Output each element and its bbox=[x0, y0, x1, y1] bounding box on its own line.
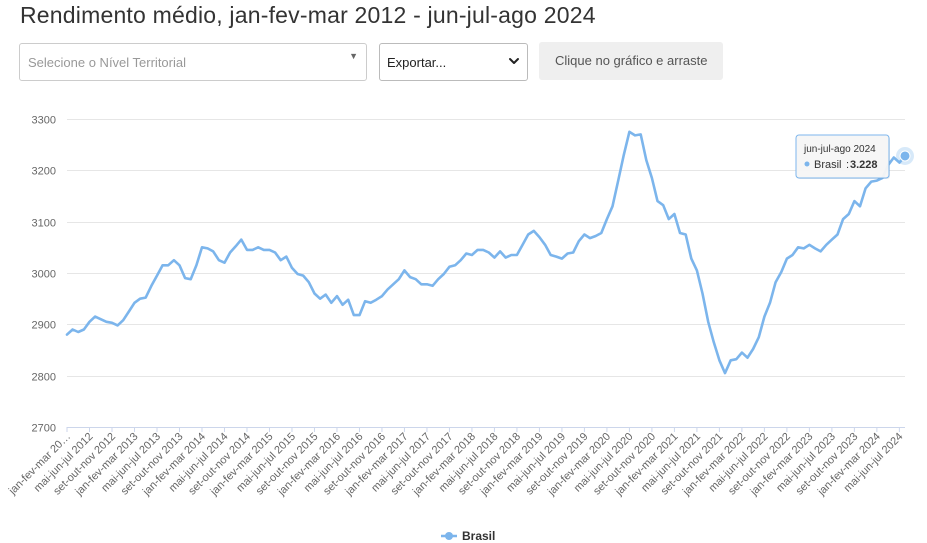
y-tick-label: 2900 bbox=[32, 320, 56, 332]
y-tick-label: 3200 bbox=[32, 166, 56, 178]
legend-item-brasil[interactable]: Brasil bbox=[462, 529, 495, 543]
tooltip-series-dot bbox=[804, 161, 810, 167]
caret-down-icon: ▼ bbox=[349, 51, 358, 61]
y-tick-label: 2700 bbox=[32, 423, 56, 435]
page-title: Rendimento médio, jan-fev-mar 2012 - jun… bbox=[20, 2, 596, 28]
territorial-level-select[interactable]: Selecione o Nível Territorial ▼ bbox=[19, 43, 367, 81]
chevron-down-icon bbox=[509, 58, 519, 64]
y-tick-label: 3100 bbox=[32, 218, 56, 230]
y-tick-label: 3000 bbox=[32, 269, 56, 281]
tooltip-series-name: Brasil bbox=[814, 159, 842, 171]
y-tick-label: 2800 bbox=[32, 372, 56, 384]
y-tick-label: 3300 bbox=[32, 115, 56, 127]
territorial-level-placeholder: Selecione o Nível Territorial bbox=[28, 55, 186, 70]
export-select[interactable]: Exportar... bbox=[379, 43, 528, 81]
tooltip-value: 3.228 bbox=[850, 159, 878, 171]
legend-marker-icon bbox=[445, 532, 453, 540]
drag-zoom-hint: Clique no gráfico e arraste bbox=[539, 42, 723, 80]
tooltip-colon: : bbox=[846, 159, 849, 171]
tooltip-box bbox=[795, 134, 890, 179]
export-select-value: Exportar... bbox=[387, 55, 447, 70]
tooltip-period: jun-jul-ago 2024 bbox=[803, 144, 876, 155]
drag-zoom-hint-text: Clique no gráfico e arraste bbox=[555, 53, 708, 68]
series-line-brasil[interactable] bbox=[65, 130, 907, 375]
highlighted-data-point[interactable] bbox=[899, 150, 911, 162]
